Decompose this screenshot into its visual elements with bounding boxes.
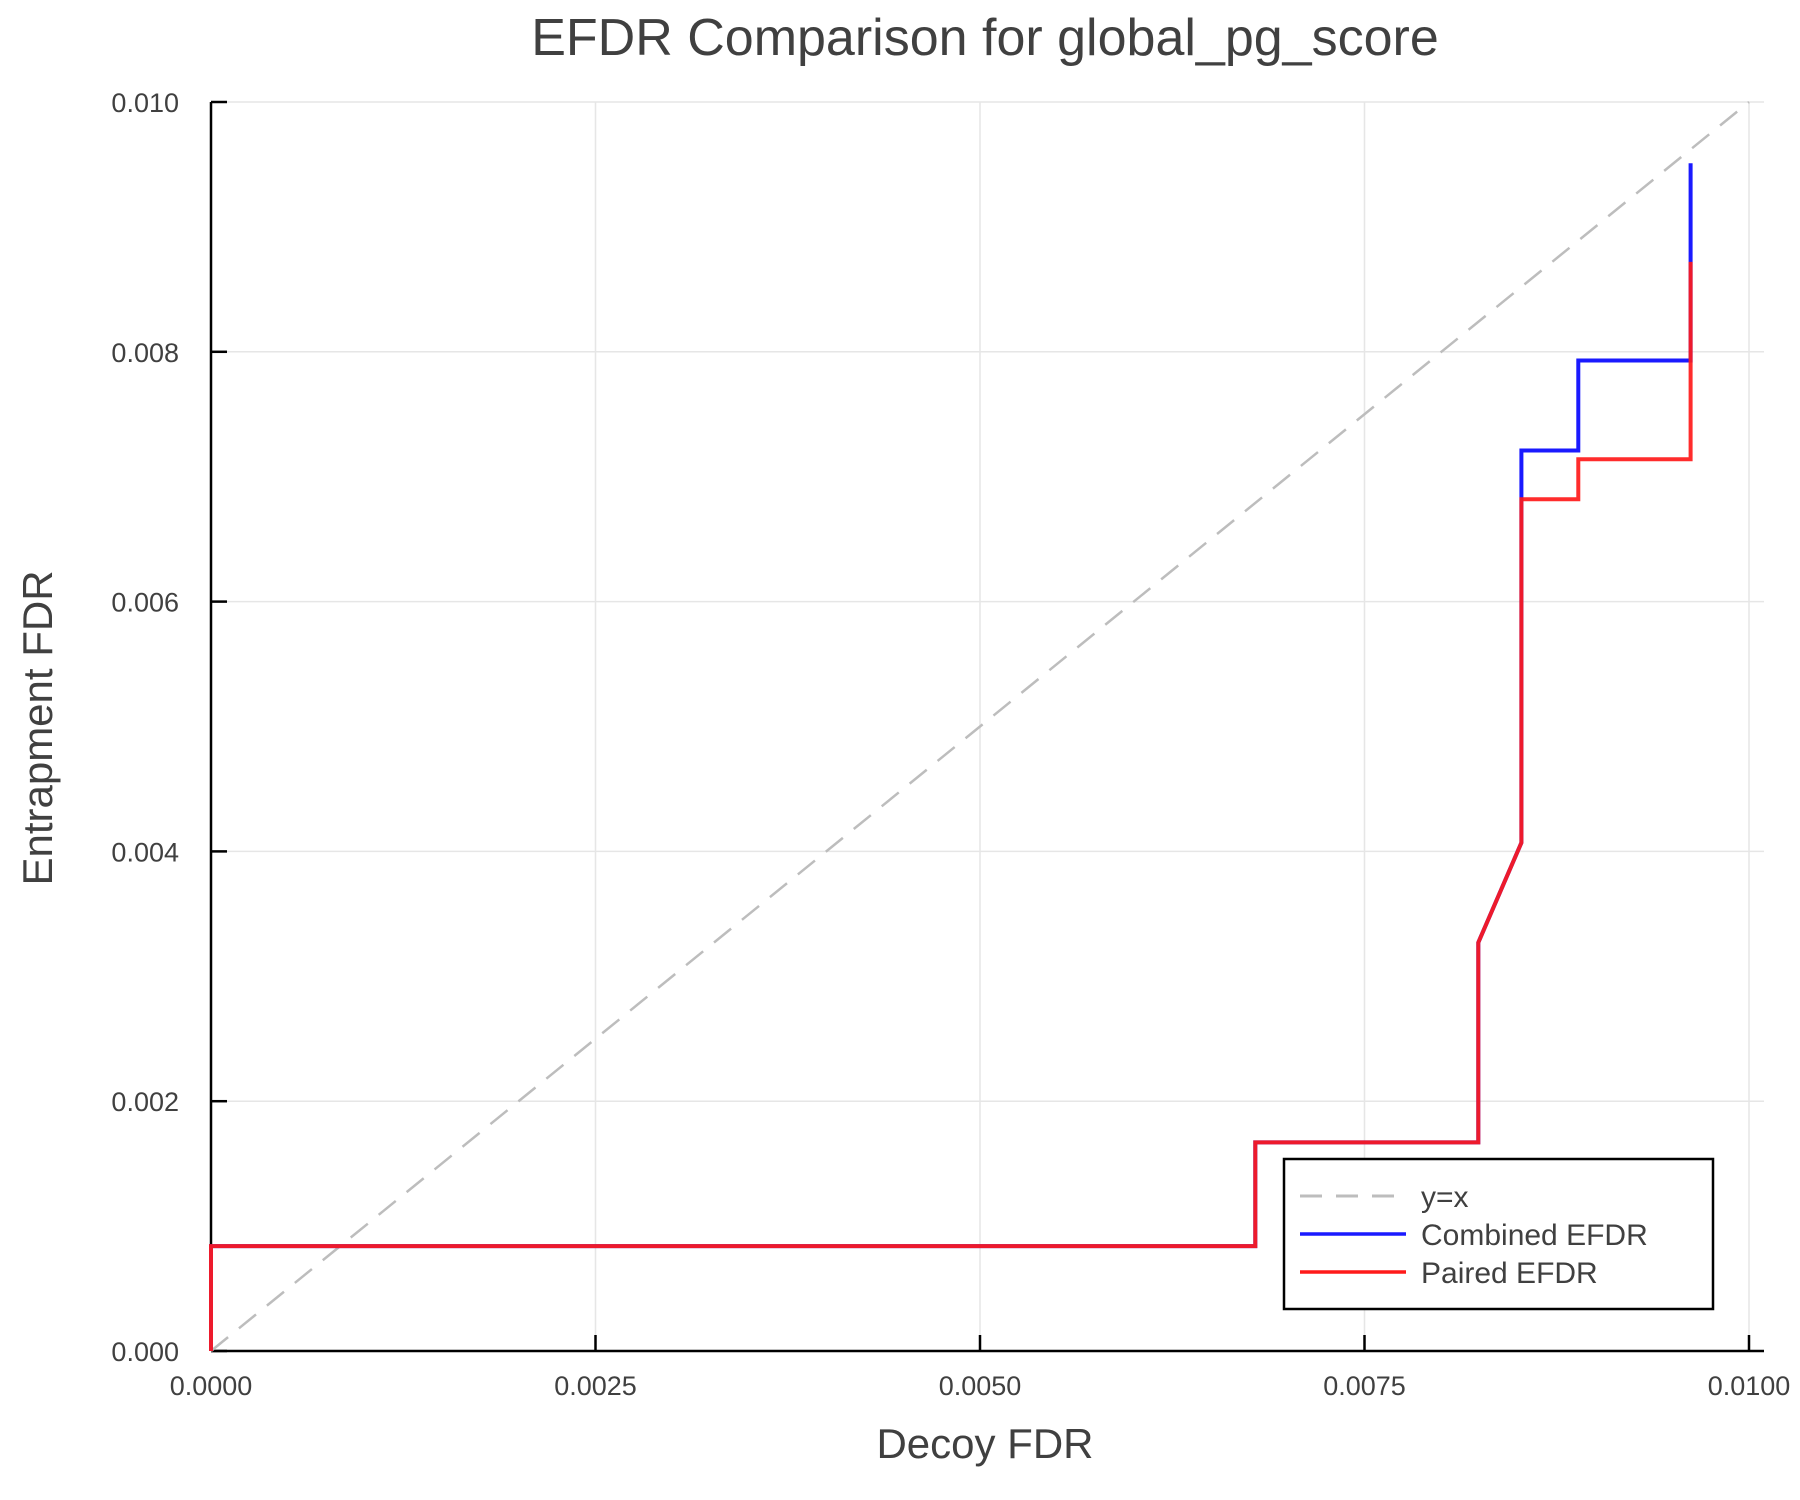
x-tick-label: 0.0100: [1708, 1371, 1791, 1401]
x-tick-label: 0.0075: [1323, 1371, 1406, 1401]
y-tick-label: 0.002: [111, 1087, 179, 1117]
y-tick-label: 0.004: [111, 837, 179, 867]
legend-label-combined: Combined EFDR: [1421, 1219, 1648, 1252]
y-tick-label: 0.010: [111, 88, 179, 118]
y-axis-label: Entrapment FDR: [14, 570, 61, 885]
x-tick-label: 0.0050: [939, 1371, 1022, 1401]
y-tick-label: 0.000: [111, 1337, 179, 1367]
x-axis-label: Decoy FDR: [876, 1420, 1093, 1467]
y-tick-label: 0.008: [111, 338, 179, 368]
data-series: [209, 101, 1750, 1352]
series-y-x: [210, 101, 1750, 1352]
x-tick-label: 0.0000: [170, 1371, 253, 1401]
x-tick-label: 0.0025: [554, 1371, 637, 1401]
legend-label-yx: y=x: [1421, 1181, 1469, 1214]
legend-label-paired: Paired EFDR: [1421, 1257, 1598, 1290]
legend: y=x Combined EFDR Paired EFDR: [1282, 1157, 1715, 1311]
y-tick-label: 0.006: [111, 588, 179, 618]
tick-labels: 0.0000 0.0025 0.0050 0.0075 0.0100 0.000 0.002…: [111, 88, 1790, 1401]
series-paired-efdr: [209, 261, 1693, 1351]
chart-title: EFDR Comparison for global_pg_score: [531, 9, 1439, 67]
